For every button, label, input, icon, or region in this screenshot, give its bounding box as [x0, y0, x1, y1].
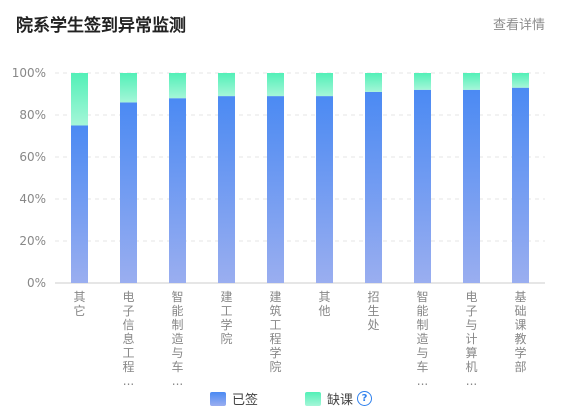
view-details-link[interactable]: 查看详情 [492, 18, 545, 33]
x-tick-label-char: ... [466, 374, 477, 385]
bar-present[interactable] [512, 87, 529, 283]
x-tick-label-char: ... [123, 374, 134, 385]
x-tick-label-char: 它 [73, 303, 85, 318]
x-tick-label-char: 电 [122, 290, 134, 304]
bar-absent[interactable] [218, 73, 235, 97]
x-tick-label-char: 息 [122, 331, 134, 346]
x-tick-label-char: 生 [367, 304, 379, 318]
bar-absent[interactable] [414, 73, 431, 90]
bar-present[interactable] [120, 102, 137, 284]
legend-label-absent: 缺课 [327, 393, 354, 408]
y-tick-label: 20% [19, 234, 46, 248]
legend-swatch-present [210, 391, 226, 406]
x-tick-label-char: 与 [171, 346, 183, 360]
bar-absent[interactable] [316, 73, 333, 97]
x-tick-label-char: 学 [220, 317, 232, 332]
bar-absent[interactable] [120, 73, 137, 103]
y-tick-label: 100% [12, 66, 46, 80]
bar-present[interactable] [414, 89, 431, 283]
x-tick-label-char: ... [417, 374, 428, 385]
bar-present[interactable] [316, 96, 333, 283]
x-tick-label-char: 院 [269, 360, 281, 374]
x-tick-label-char: 与 [416, 346, 428, 360]
x-tick-label-char: 制 [416, 318, 428, 332]
legend: 已签 缺课 ? [0, 385, 565, 409]
bar-absent[interactable] [365, 73, 382, 92]
x-tick-label-char: 工 [122, 346, 134, 360]
x-tick-label-char: 智 [416, 289, 428, 304]
bar-present[interactable] [169, 98, 186, 283]
x-tick-label-char: 部 [514, 359, 526, 374]
y-tick-label: 80% [19, 108, 46, 122]
x-tick-label-char: 工 [269, 318, 281, 332]
x-tick-label-char: 造 [416, 332, 428, 346]
x-tick-label-char: 学 [514, 345, 526, 360]
x-tick-label-char: 程 [122, 359, 134, 374]
x-tick-label-char: 制 [171, 318, 183, 332]
help-icon[interactable]: ? [357, 391, 373, 406]
bar-absent[interactable] [512, 73, 529, 88]
x-tick-label-char: 计 [465, 332, 477, 346]
bar-present[interactable] [71, 125, 88, 284]
x-tick-label-char: 信 [122, 318, 134, 332]
x-tick-label-char: 他 [318, 304, 330, 318]
x-tick-label-char: 能 [416, 304, 428, 318]
y-tick-label: 40% [19, 192, 46, 206]
y-tick-label: 0% [27, 276, 46, 290]
x-tick-label-char: 车 [171, 359, 183, 374]
x-tick-label-char: 电 [465, 290, 477, 304]
bar-present[interactable] [463, 89, 480, 283]
bar-absent[interactable] [267, 73, 284, 97]
x-tick-label-char: 建 [269, 290, 281, 304]
x-tick-label-char: 其 [73, 290, 85, 304]
bar-absent[interactable] [71, 73, 88, 126]
x-tick-label-char: 子 [465, 304, 477, 318]
legend-item-absent[interactable]: 缺课 ? [305, 389, 373, 408]
x-tick-label-char: 子 [122, 304, 134, 318]
x-tick-label-char: 车 [416, 359, 428, 374]
x-tick-label-char: 学 [269, 345, 281, 360]
x-tick-label-char: 础 [514, 304, 526, 318]
x-tick-label-char: 筑 [269, 303, 281, 318]
bar-absent[interactable] [463, 73, 480, 90]
x-tick-label-char: 智 [171, 289, 183, 304]
legend-label-present: 已签 [232, 393, 259, 408]
bar-present[interactable] [267, 96, 284, 283]
chart-title: 院系学生签到异常监测 [16, 16, 186, 36]
x-tick-label-char: 建 [220, 290, 232, 304]
bar-absent[interactable] [169, 73, 186, 99]
bar-present[interactable] [218, 96, 235, 283]
x-tick-label-char: 课 [514, 318, 526, 332]
x-tick-label-char: 院 [220, 332, 232, 346]
stacked-bar-chart: 0%20%40%60%80%100%其它电子信息工程...智能制造与车...建工… [12, 66, 545, 385]
bar-present[interactable] [365, 91, 382, 284]
x-tick-label-char: 处 [367, 318, 379, 332]
x-tick-label-char: 教 [514, 331, 526, 346]
x-tick-label-char: 算 [465, 345, 477, 360]
x-tick-label-char: ... [172, 374, 183, 385]
x-tick-label-char: 机 [465, 360, 477, 374]
x-tick-label-char: 招 [367, 290, 379, 304]
x-tick-label-char: 造 [171, 332, 183, 346]
x-tick-label-char: 工 [220, 304, 232, 318]
x-tick-label-char: 基 [514, 290, 526, 304]
x-tick-label-char: 其 [318, 290, 330, 304]
legend-item-present[interactable]: 已签 [210, 389, 258, 408]
x-tick-label-char: 程 [269, 331, 281, 346]
x-tick-label-char: 与 [465, 318, 477, 332]
y-tick-label: 60% [19, 150, 46, 164]
x-tick-label-char: 能 [171, 304, 183, 318]
legend-swatch-absent [305, 391, 321, 406]
